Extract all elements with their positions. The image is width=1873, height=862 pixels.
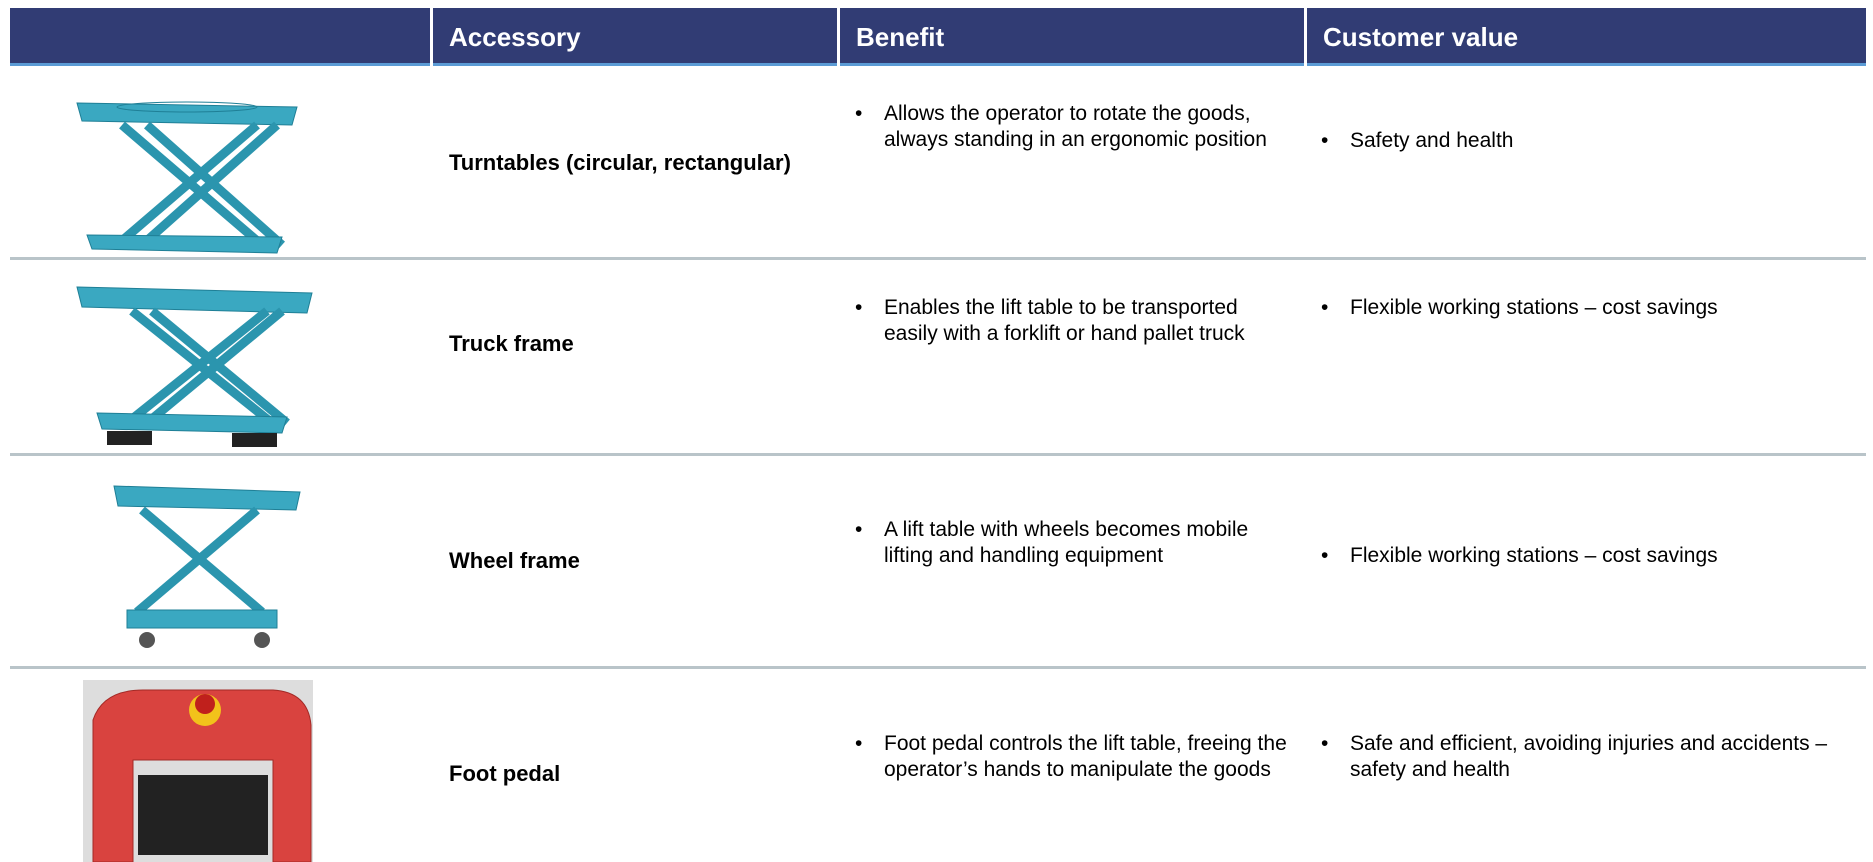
header-label: Customer value — [1323, 22, 1519, 52]
row-divider — [10, 257, 1866, 260]
accessory: Wheel frame — [449, 548, 580, 573]
customer-value: Safety and health — [1321, 128, 1860, 154]
benefit: A lift table with wheels becomes mobile … — [855, 517, 1294, 569]
header-cell: Customer value — [1307, 8, 1866, 66]
customer-value: Flexible working stations – cost savings — [1321, 295, 1860, 321]
row-divider — [10, 453, 1866, 456]
header-cell — [10, 8, 430, 66]
accessory: Turntables (circular, rectangular) — [449, 150, 791, 175]
customer-value: Flexible working stations – cost savings — [1321, 543, 1860, 569]
wheel-frame-image — [113, 485, 301, 648]
accessory: Foot pedal — [449, 761, 561, 786]
foot-pedal-image — [83, 680, 313, 862]
benefit: Foot pedal controls the lift table, free… — [855, 731, 1294, 783]
header-label: Accessory — [449, 22, 581, 52]
turntable-image — [76, 101, 298, 254]
header-label: Benefit — [856, 22, 945, 52]
header-cell: Benefit — [840, 8, 1304, 66]
truck-frame-image — [76, 286, 313, 447]
benefit: Allows the operator to rotate the goods,… — [855, 101, 1294, 153]
benefit: Enables the lift table to be transported… — [855, 295, 1294, 347]
row-divider — [10, 666, 1866, 669]
header-cell: Accessory — [433, 8, 837, 66]
customer-value: Safe and efficient, avoiding injuries an… — [1321, 731, 1860, 783]
accessory: Truck frame — [449, 331, 574, 356]
